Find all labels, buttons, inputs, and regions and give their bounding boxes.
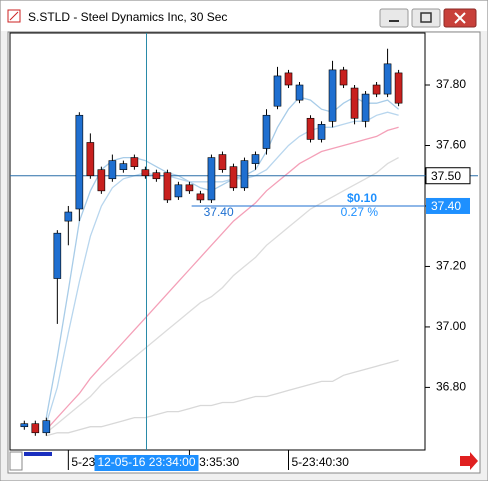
candle-body bbox=[218, 154, 227, 170]
candle-body bbox=[97, 169, 106, 192]
candle-body bbox=[328, 69, 337, 122]
measure-percent: 0.27 % bbox=[341, 205, 379, 219]
candle-body bbox=[284, 72, 293, 86]
x-tick-label: 5-23:40:30 bbox=[292, 455, 350, 469]
y-tick-label: 37.20 bbox=[436, 259, 466, 273]
candle-body bbox=[42, 420, 51, 434]
candle-body bbox=[339, 69, 348, 86]
crosshair-price-label: 37.50 bbox=[431, 169, 461, 183]
scroll-thumb[interactable] bbox=[24, 452, 52, 456]
candle-body bbox=[185, 184, 194, 192]
candle-body bbox=[306, 117, 315, 140]
moving-average-line bbox=[46, 359, 399, 437]
candle-body bbox=[53, 232, 62, 279]
candle-body bbox=[174, 184, 183, 198]
measure-price-label: 37.40 bbox=[431, 199, 461, 213]
crosshair-price-box bbox=[425, 167, 471, 185]
candle-body bbox=[361, 93, 370, 122]
candle-body bbox=[163, 172, 172, 201]
candle-body bbox=[350, 87, 359, 119]
scroll-arrow[interactable] bbox=[460, 452, 478, 470]
y-tick-label: 37.60 bbox=[436, 138, 466, 152]
moving-average-line bbox=[45, 96, 400, 418]
candle-body bbox=[372, 84, 381, 95]
measure-price-box bbox=[426, 197, 470, 214]
candle-body bbox=[196, 193, 205, 201]
x-tick-label: 5-23 bbox=[71, 455, 95, 469]
candle-body bbox=[262, 114, 271, 149]
moving-average-line bbox=[45, 126, 399, 431]
moving-average-line bbox=[45, 157, 399, 434]
candle-body bbox=[229, 166, 238, 189]
candle-body bbox=[20, 423, 29, 428]
candle-body bbox=[31, 423, 40, 434]
measure-change: $0.10 bbox=[347, 191, 377, 205]
scroll-box[interactable] bbox=[9, 451, 23, 471]
restore-button[interactable] bbox=[411, 8, 441, 28]
y-tick-label: 36.80 bbox=[436, 380, 466, 394]
y-tick-label: 37.80 bbox=[436, 77, 466, 91]
candle-body bbox=[251, 154, 260, 164]
window-title: S.STLD - Steel Dynamics Inc, 30 Sec bbox=[28, 10, 227, 24]
candle-body bbox=[207, 157, 216, 201]
minimize-button[interactable] bbox=[379, 8, 409, 28]
candle-body bbox=[273, 75, 282, 107]
candle-body bbox=[75, 114, 84, 210]
candle-body bbox=[152, 172, 161, 180]
candle-body bbox=[295, 84, 304, 101]
close-icon bbox=[454, 12, 466, 24]
candle-body bbox=[108, 160, 117, 180]
candle-body bbox=[317, 124, 326, 140]
crosshair-time-label: 12-05-16 23:34:00 bbox=[97, 455, 195, 469]
crosshair-time-box bbox=[94, 455, 199, 471]
candle-body bbox=[240, 160, 249, 189]
candle-body bbox=[141, 169, 150, 177]
y-tick-label: 37.00 bbox=[436, 319, 466, 333]
restore-icon bbox=[420, 12, 432, 23]
candle-body bbox=[130, 157, 139, 167]
candle-body bbox=[64, 211, 73, 222]
candle-body bbox=[86, 142, 95, 177]
candle-body bbox=[383, 63, 392, 95]
x-tick-label: 23:35:30 bbox=[192, 455, 239, 469]
measure-start-label: 37.40 bbox=[204, 205, 234, 219]
candle-body bbox=[119, 163, 128, 170]
app-icon-mark bbox=[9, 11, 19, 21]
candle-body bbox=[394, 72, 403, 104]
moving-average-line bbox=[45, 111, 399, 424]
